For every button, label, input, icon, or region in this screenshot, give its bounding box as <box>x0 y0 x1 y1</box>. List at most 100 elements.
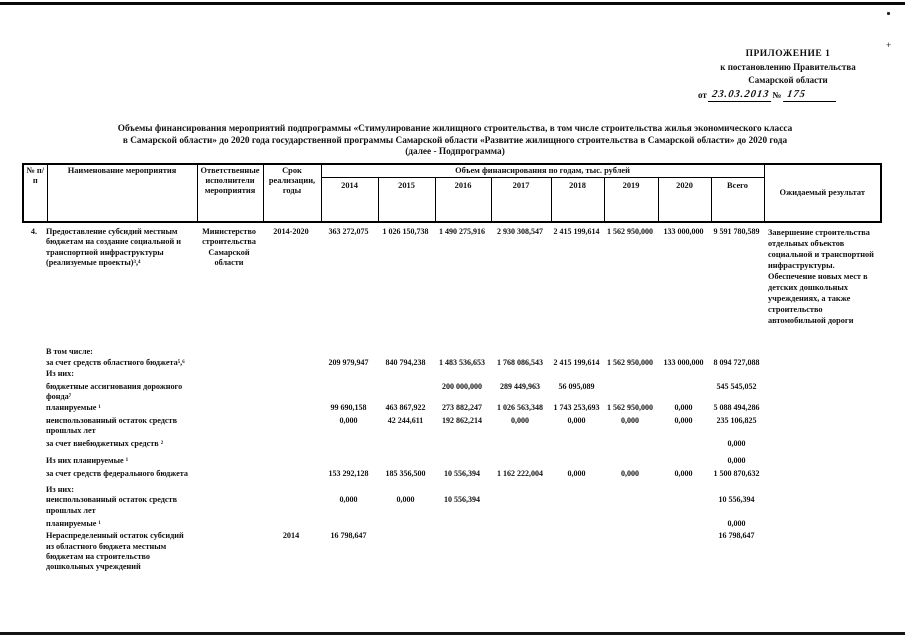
value-cell: 10 556,394 <box>444 495 480 505</box>
number-sign: № <box>772 90 782 100</box>
value-cell: 0,000 <box>674 415 693 425</box>
value-cell: 200 000,000 <box>442 382 482 391</box>
row-term <box>262 439 320 456</box>
value-cell-total: 9 591 780,589 <box>713 227 760 236</box>
value-cell: 99 690,158 <box>330 402 367 412</box>
from-label: от <box>698 90 707 100</box>
appendix-title: ПРИЛОЖЕНИЕ 1 <box>745 49 831 59</box>
scan-edge-bottom <box>0 632 905 635</box>
row-term: 2014-2020 <box>273 227 309 236</box>
value-cell <box>603 531 657 573</box>
value-cell: 1 483 536,653 <box>439 358 485 367</box>
value-cell: 0,000 <box>511 415 529 425</box>
row-term <box>262 519 320 531</box>
table-row: бюджетные ассигнования дорожного фонда⁷ … <box>22 382 880 403</box>
row-label: Из них: <box>46 484 74 494</box>
row-label: Нераспределенный остаток субсидий из обл… <box>46 531 184 572</box>
col-header-year-2017: 2017 <box>490 177 552 222</box>
value-cell-total: 0,000 <box>727 519 746 529</box>
col-header-term: Срок реализации, годы <box>262 163 322 222</box>
table-row: неиспользованный остаток средств прошлых… <box>22 416 880 439</box>
handwritten-number: 175 <box>782 88 810 102</box>
value-cell: 463 867,922 <box>385 402 426 412</box>
row-term <box>262 456 320 469</box>
table-body: 4. Предоставление субсидий местным бюдже… <box>22 223 880 573</box>
value-cell-total: 16 798,647 <box>718 531 755 541</box>
value-cell <box>657 531 710 573</box>
value-cell: 56 095,089 <box>558 382 595 391</box>
table-row: Из них: <box>22 485 880 495</box>
value-cell: 289 449,963 <box>500 382 540 391</box>
value-cell-total: 5 088 494,286 <box>713 402 760 412</box>
appendix-line2: к постановлению Правительства <box>720 62 856 72</box>
value-cell: 10 556,394 <box>444 468 480 478</box>
table-row: Нераспределенный остаток субсидий из обл… <box>22 531 880 573</box>
value-cell: 0,000 <box>396 495 415 505</box>
table-row: за счет средств федерального бюджета 153… <box>22 469 880 485</box>
value-cell <box>490 531 550 573</box>
col-header-year-2016: 2016 <box>434 177 492 222</box>
row-term <box>262 369 320 382</box>
value-cell <box>377 531 434 573</box>
value-cell <box>603 382 657 403</box>
col-header-year-2015: 2015 <box>377 177 436 222</box>
scan-dot-artifact <box>887 12 890 15</box>
value-cell: 1 162 222,004 <box>497 468 543 478</box>
value-cell: 0,000 <box>339 495 358 505</box>
value-cell: 1 768 086,543 <box>497 358 543 367</box>
value-cell: 42 244,611 <box>387 415 424 425</box>
value-cell-total: 545 545,052 <box>716 382 757 391</box>
col-header-year-2019: 2019 <box>603 177 659 222</box>
value-cell: 133 000,000 <box>663 358 704 367</box>
col-header-year-2020: 2020 <box>657 177 712 222</box>
row-term <box>262 403 320 416</box>
col-header-executors: Ответственные исполнители мероприятия <box>196 163 264 222</box>
value-cell: 840 794,238 <box>385 358 426 367</box>
value-cell: 0,000 <box>674 402 693 412</box>
table-row: В том числе: <box>22 347 880 358</box>
col-header-year-2014: 2014 <box>320 177 379 222</box>
value-cell-total: 10 556,394 <box>718 495 755 505</box>
scan-plus-artifact: + <box>886 40 892 50</box>
value-cell <box>657 382 710 403</box>
row-label: планируемые ¹ <box>46 519 101 529</box>
value-cell: 1 743 253,693 <box>553 402 600 412</box>
value-cell: 2 415 199,614 <box>553 227 600 236</box>
col-header-total: Всего <box>710 177 765 222</box>
row-label: планируемые ¹ <box>46 402 101 412</box>
value-cell: 1 562 950,000 <box>607 358 653 367</box>
value-cell: 2 930 308,547 <box>497 227 543 236</box>
value-cell <box>657 347 710 358</box>
row-label: В том числе: <box>46 347 93 356</box>
row-term <box>262 382 320 403</box>
row-label: за счет средств федерального бюджета <box>46 468 188 478</box>
value-cell <box>320 382 377 403</box>
value-cell: 0,000 <box>621 468 639 478</box>
value-cell: 363 272,075 <box>328 227 369 236</box>
title-line-1: Объемы финансирования мероприятий подпро… <box>117 124 793 134</box>
row-term <box>262 416 320 439</box>
col-header-expected: Ожидаемый результат <box>763 163 882 222</box>
value-cell-total: 235 106,825 <box>716 415 757 425</box>
value-cell: 192 862,214 <box>442 415 482 425</box>
appendix-date-line: от 23.03.2013 № 175 <box>698 88 878 102</box>
value-cell: 185 356,500 <box>385 468 426 478</box>
table-header: № п/п Наименование мероприятия Ответстве… <box>22 163 883 223</box>
value-cell-total: 8 094 727,088 <box>713 358 760 367</box>
scan-edge-top <box>0 2 905 5</box>
col-header-finance-group: Объем финансирования по годам, тыс. рубл… <box>320 163 765 178</box>
table-row: планируемые ¹ 99 690,158 463 867,922 273… <box>22 403 880 416</box>
value-cell <box>550 495 603 519</box>
value-cell <box>434 347 490 358</box>
value-cell <box>490 347 550 358</box>
value-cell-total: 1 500 870,632 <box>713 468 760 478</box>
value-cell: 2 415 199,614 <box>553 358 600 367</box>
value-cell-total <box>710 347 763 358</box>
table-row: за счет средств областного бюджета⁵,⁶ 20… <box>22 358 880 369</box>
value-cell <box>550 347 603 358</box>
value-cell: 133 000,000 <box>663 227 704 236</box>
table-row: за счет внебюджетных средств ² 0,000 <box>22 439 880 456</box>
row-label: неиспользованный остаток средств прошлых… <box>46 495 178 515</box>
row-term: 2014 <box>282 531 300 541</box>
